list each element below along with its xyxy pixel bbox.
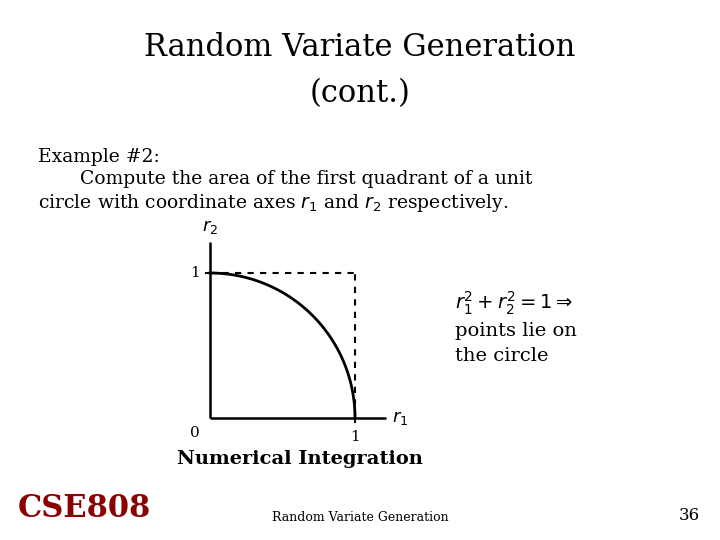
Text: 36: 36 [679, 507, 700, 524]
Text: Random Variate Generation: Random Variate Generation [271, 511, 449, 524]
Text: $r_1^2 + r_2^2 = 1 \Rightarrow$: $r_1^2 + r_2^2 = 1 \Rightarrow$ [455, 290, 573, 318]
Text: $r_1$: $r_1$ [392, 409, 408, 427]
Text: points lie on: points lie on [455, 322, 577, 340]
Text: CSE808: CSE808 [18, 493, 151, 524]
Text: Numerical Integration: Numerical Integration [177, 450, 423, 468]
Text: circle with coordinate axes $r_1$ and $r_2$ respectively.: circle with coordinate axes $r_1$ and $r… [38, 192, 508, 214]
Text: 0: 0 [190, 426, 200, 440]
Text: $r_2$: $r_2$ [202, 218, 218, 236]
Text: 1: 1 [350, 430, 360, 444]
Text: 1: 1 [190, 266, 200, 280]
Text: the circle: the circle [455, 347, 549, 365]
Text: Example #2:: Example #2: [38, 148, 160, 166]
Text: (cont.): (cont.) [310, 78, 410, 109]
Text: Random Variate Generation: Random Variate Generation [144, 32, 576, 63]
Text: Compute the area of the first quadrant of a unit: Compute the area of the first quadrant o… [80, 170, 532, 188]
